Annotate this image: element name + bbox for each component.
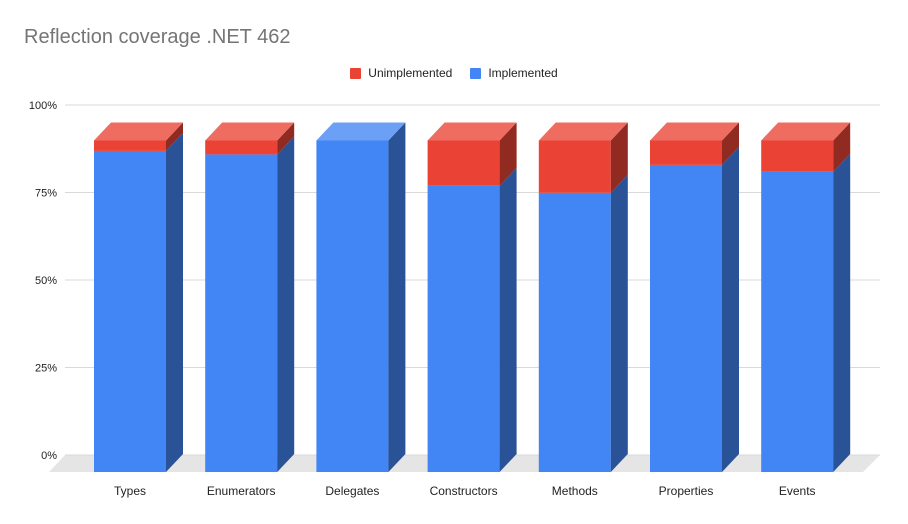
bar-side-implemented: [610, 174, 628, 473]
y-tick-label: 100%: [29, 100, 57, 112]
bar-top: [650, 122, 739, 141]
bar-side-unimplemented: [833, 122, 851, 172]
x-tick-label: Types: [114, 484, 146, 498]
bar-side-implemented: [388, 122, 406, 472]
bar-implemented: [427, 185, 500, 472]
bar-top: [761, 122, 851, 141]
legend-swatch-unimplemented: [350, 67, 362, 79]
bar-side-implemented: [277, 136, 295, 472]
bar-unimplemented: [761, 140, 834, 172]
bar-top: [205, 122, 295, 141]
bar-side-unimplemented: [722, 122, 739, 165]
bar-top: [538, 122, 628, 141]
y-tick-label: 0%: [41, 450, 57, 462]
bar-implemented: [316, 140, 389, 472]
bar-unimplemented: [427, 140, 500, 186]
x-tick-label: Constructors: [430, 484, 498, 498]
legend-item-unimplemented: Unimplemented: [350, 66, 452, 80]
bar-implemented: [650, 164, 722, 472]
bar-side-unimplemented: [277, 122, 295, 155]
legend-label-implemented: Implemented: [488, 66, 558, 80]
bar-side-unimplemented: [499, 122, 517, 186]
bar-side-unimplemented: [166, 122, 183, 151]
bar-unimplemented: [538, 140, 611, 193]
chart-title: Reflection coverage .NET 462: [24, 26, 291, 48]
bar-implemented: [94, 150, 166, 473]
bar-side-implemented: [166, 132, 183, 473]
x-tick-label: Enumerators: [207, 484, 276, 498]
bar-side-implemented: [722, 146, 739, 472]
y-tick-label: 50%: [35, 275, 57, 287]
bar-unimplemented: [650, 140, 722, 165]
bar-top: [427, 122, 517, 141]
legend-label-unimplemented: Unimplemented: [368, 66, 453, 80]
y-tick-label: 25%: [35, 363, 57, 375]
bar-implemented: [205, 154, 278, 472]
bar-side-unimplemented: [610, 122, 628, 193]
bar-unimplemented: [205, 140, 278, 155]
legend: Unimplemented Implemented: [0, 66, 908, 80]
x-tick-label: Events: [779, 484, 816, 498]
bar-implemented: [761, 171, 834, 473]
bar-top: [94, 122, 183, 141]
legend-swatch-implemented: [470, 67, 482, 79]
x-tick-label: Delegates: [325, 484, 379, 498]
x-tick-label: Methods: [552, 484, 598, 498]
bar-side-implemented: [833, 153, 851, 473]
bar-top: [316, 122, 406, 141]
bar-implemented: [538, 192, 611, 473]
bar-unimplemented: [94, 140, 166, 151]
y-tick-label: 75%: [35, 188, 57, 200]
legend-item-implemented: Implemented: [470, 66, 558, 80]
x-tick-label: Properties: [659, 484, 714, 498]
bar-side-implemented: [499, 167, 517, 472]
